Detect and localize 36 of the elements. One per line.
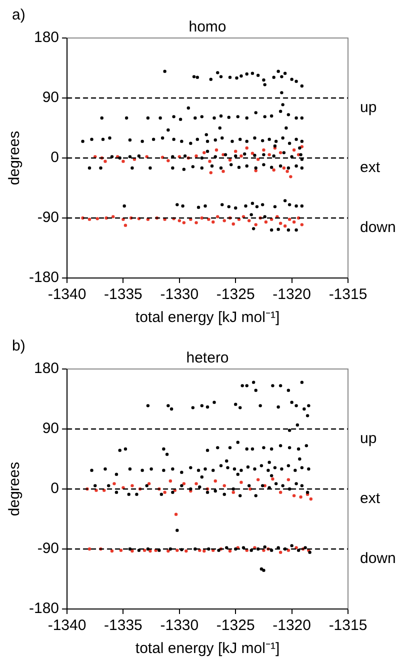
x-axis-title: total energy [kJ mol⁻¹] — [135, 640, 280, 658]
x-tick-label: -1315 — [328, 617, 368, 634]
x-tick-label: -1315 — [328, 286, 368, 304]
ref-line-label: down — [360, 550, 396, 568]
y-tick-label: 90 — [42, 420, 60, 438]
x-tick-label: -1340 — [48, 286, 86, 304]
chart-title: hetero — [186, 350, 229, 367]
text: b) — [12, 338, 26, 355]
y-axis-title: degrees — [6, 130, 24, 186]
y-tick-label: 90 — [42, 89, 60, 106]
y-tick-label: 180 — [34, 360, 60, 378]
x-tick-label: -1330 — [160, 286, 199, 304]
y-axis-title: degrees — [6, 462, 24, 516]
ref-line-label: up — [360, 430, 377, 448]
ref-line-label: ext — [360, 159, 381, 176]
text: a) — [12, 6, 26, 24]
y-tick-label: -180 — [28, 600, 60, 618]
y-tick-label: -90 — [37, 540, 60, 558]
x-tick-label: -1325 — [216, 286, 255, 304]
y-tick-label: 0 — [50, 149, 60, 166]
x-tick-label: -1325 — [216, 617, 255, 634]
ref-line-label: ext — [360, 490, 381, 508]
x-tick-label: -1335 — [104, 286, 142, 304]
y-tick-label: 180 — [34, 29, 60, 46]
y-tick-label: -180 — [28, 269, 60, 286]
ref-line-label: down — [360, 219, 396, 236]
x-tick-label: -1320 — [272, 617, 311, 634]
y-tick-label: -90 — [37, 209, 60, 226]
x-tick-label: -1335 — [104, 617, 142, 634]
x-tick-label: -1330 — [160, 617, 199, 634]
chart-title: homo — [188, 18, 226, 36]
y-tick-label: 0 — [50, 480, 60, 498]
x-axis-title: total energy [kJ mol⁻¹] — [135, 309, 280, 326]
ref-line-label: up — [360, 99, 377, 116]
x-tick-label: -1320 — [272, 286, 311, 304]
x-tick-label: -1340 — [48, 617, 86, 634]
